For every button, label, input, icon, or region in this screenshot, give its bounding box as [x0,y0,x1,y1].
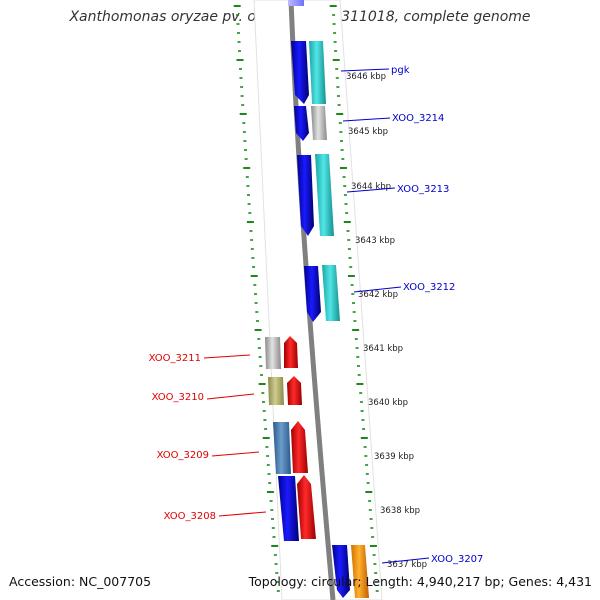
accession-text: Accession: NC_007705 [9,574,152,589]
gene-block-blue-5[interactable] [278,476,299,541]
scale-mark: 3646 kbp [346,72,386,82]
scale-mark: 3645 kbp [348,127,388,137]
gene-block-blue-4[interactable] [304,266,321,322]
gene-block-grey-2[interactable] [265,337,281,369]
genome-summary-text: Topology: circular; Length: 4,940,217 bp… [248,574,592,589]
gene-block-blue-1[interactable] [291,41,309,104]
scale-mark: 3641 kbp [363,344,403,354]
gene-block-cyan-1[interactable] [309,41,326,104]
gene-label-xoo-3212[interactable]: XOO_3212 [403,282,455,293]
gene-block-red-2[interactable] [287,376,302,405]
gene-block-blue-6[interactable] [332,545,350,598]
gene-block-cyan-2[interactable] [315,154,334,236]
gene-block-grey-1[interactable] [311,106,327,140]
scale-mark: 3638 kbp [380,506,420,516]
scale-mark: 3637 kbp [387,560,427,570]
forward-gene-callouts: pgk XOO_3214 XOO_3213 XOO_3212 XOO_3207 [340,65,483,565]
gene-label-xoo-3214[interactable]: XOO_3214 [392,113,444,124]
gene-label-xoo-3207[interactable]: XOO_3207 [431,554,483,565]
gene-block-red-4[interactable] [297,475,316,539]
gene-label-pgk[interactable]: pgk [391,65,410,76]
gene-block-steel-1[interactable] [273,422,291,474]
gene-block-red-3[interactable] [291,421,308,473]
scale-labels: 3646 kbp 3645 kbp 3644 kbp 3643 kbp 3642… [346,72,427,570]
gene-block-red-1[interactable] [284,336,298,368]
gene-block-blue-2[interactable] [294,106,309,141]
gene-label-xoo-3209[interactable]: XOO_3209 [157,450,209,461]
gene-features [265,0,369,598]
reverse-gene-callouts: XOO_3211 XOO_3210 XOO_3209 XOO_3208 [149,353,267,522]
gene-label-xoo-3211[interactable]: XOO_3211 [149,353,201,364]
scale-mark: 3643 kbp [355,236,395,246]
gene-label-xoo-3213[interactable]: XOO_3213 [397,184,449,195]
gene-partial-top[interactable] [288,0,304,6]
gene-label-xoo-3208[interactable]: XOO_3208 [164,511,216,522]
gene-block-orange-1[interactable] [351,545,369,598]
gene-block-olive-1[interactable] [268,377,284,405]
scale-mark: 3639 kbp [374,452,414,462]
scale-mark: 3642 kbp [358,290,398,300]
scale-mark: 3640 kbp [368,398,408,408]
scale-mark: 3644 kbp [351,182,391,192]
gene-label-xoo-3210[interactable]: XOO_3210 [152,392,204,403]
gene-block-blue-3[interactable] [297,155,314,236]
gene-block-cyan-3[interactable] [322,265,340,321]
tick-marks [233,5,379,592]
